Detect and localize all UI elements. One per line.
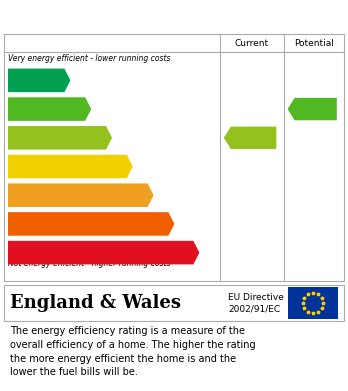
Text: G: G bbox=[188, 246, 198, 259]
Text: (39-54): (39-54) bbox=[11, 192, 38, 199]
FancyArrow shape bbox=[8, 68, 70, 92]
FancyArrow shape bbox=[8, 183, 153, 207]
Bar bbox=[288, 287, 338, 319]
Text: The energy efficiency rating is a measure of the
overall efficiency of a home. T: The energy efficiency rating is a measur… bbox=[10, 326, 256, 377]
FancyArrow shape bbox=[8, 212, 174, 236]
Text: (1-20): (1-20) bbox=[11, 249, 33, 256]
Text: (21-38): (21-38) bbox=[11, 221, 38, 227]
FancyArrow shape bbox=[8, 126, 112, 150]
Text: B: B bbox=[81, 102, 90, 116]
Text: 86: 86 bbox=[308, 102, 325, 116]
Text: (69-80): (69-80) bbox=[11, 135, 38, 141]
Text: 70: 70 bbox=[246, 131, 263, 144]
FancyArrow shape bbox=[224, 127, 276, 149]
Text: Very energy efficient - lower running costs: Very energy efficient - lower running co… bbox=[8, 54, 171, 63]
Text: E: E bbox=[144, 189, 153, 202]
FancyArrow shape bbox=[8, 241, 199, 264]
Text: (92-100): (92-100) bbox=[11, 77, 42, 84]
Text: Energy Efficiency Rating: Energy Efficiency Rating bbox=[10, 9, 232, 23]
FancyArrow shape bbox=[8, 155, 133, 178]
Text: EU Directive
2002/91/EC: EU Directive 2002/91/EC bbox=[228, 292, 284, 314]
Text: (55-68): (55-68) bbox=[11, 163, 38, 170]
Text: Current: Current bbox=[235, 38, 269, 47]
FancyArrow shape bbox=[8, 97, 91, 121]
Text: England & Wales: England & Wales bbox=[10, 294, 181, 312]
Text: Not energy efficient - higher running costs: Not energy efficient - higher running co… bbox=[8, 259, 171, 268]
FancyArrow shape bbox=[287, 98, 337, 120]
Text: C: C bbox=[102, 131, 111, 144]
Text: (81-91): (81-91) bbox=[11, 106, 38, 112]
Text: A: A bbox=[60, 74, 69, 87]
Text: D: D bbox=[121, 160, 132, 173]
Text: Potential: Potential bbox=[294, 38, 334, 47]
Text: F: F bbox=[165, 217, 173, 230]
